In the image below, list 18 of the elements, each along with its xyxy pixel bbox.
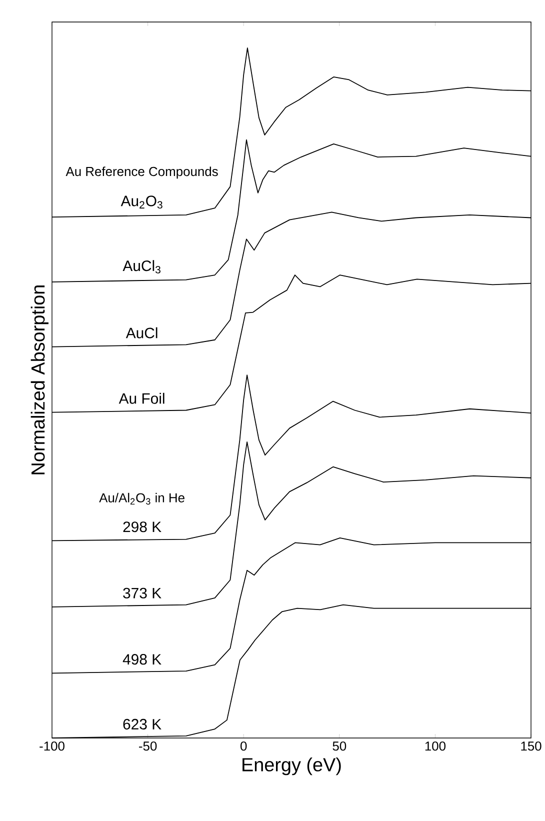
series-label: Au$_{2}$O$_{3}$ xyxy=(120,196,162,209)
series-label: Au Foil xyxy=(118,392,164,404)
x-tick-label: 0 xyxy=(240,742,247,751)
series-label: 623 K xyxy=(123,718,162,730)
series-label: AuCl xyxy=(126,327,158,338)
x-tick-label: -50 xyxy=(139,742,157,751)
series-label: 498 K xyxy=(122,654,162,665)
y-axis-title: Normalized Absorption xyxy=(30,286,48,474)
x-tick-label: -100 xyxy=(40,742,64,751)
series-label: 298 K xyxy=(123,522,162,532)
series-label: AuCl$_{3}$ xyxy=(122,260,160,274)
x-tick-label: 100 xyxy=(425,742,446,751)
annotation: Au/Al$_{2}$O$_{3}$ in He xyxy=(99,492,184,505)
x-axis-title: Energy (eV) xyxy=(242,758,341,776)
x-tick-label: 50 xyxy=(332,742,346,751)
x-tick-label: 150 xyxy=(521,742,542,751)
series-label: 373 K xyxy=(123,588,162,598)
annotation: Au Reference Compounds xyxy=(66,166,218,179)
